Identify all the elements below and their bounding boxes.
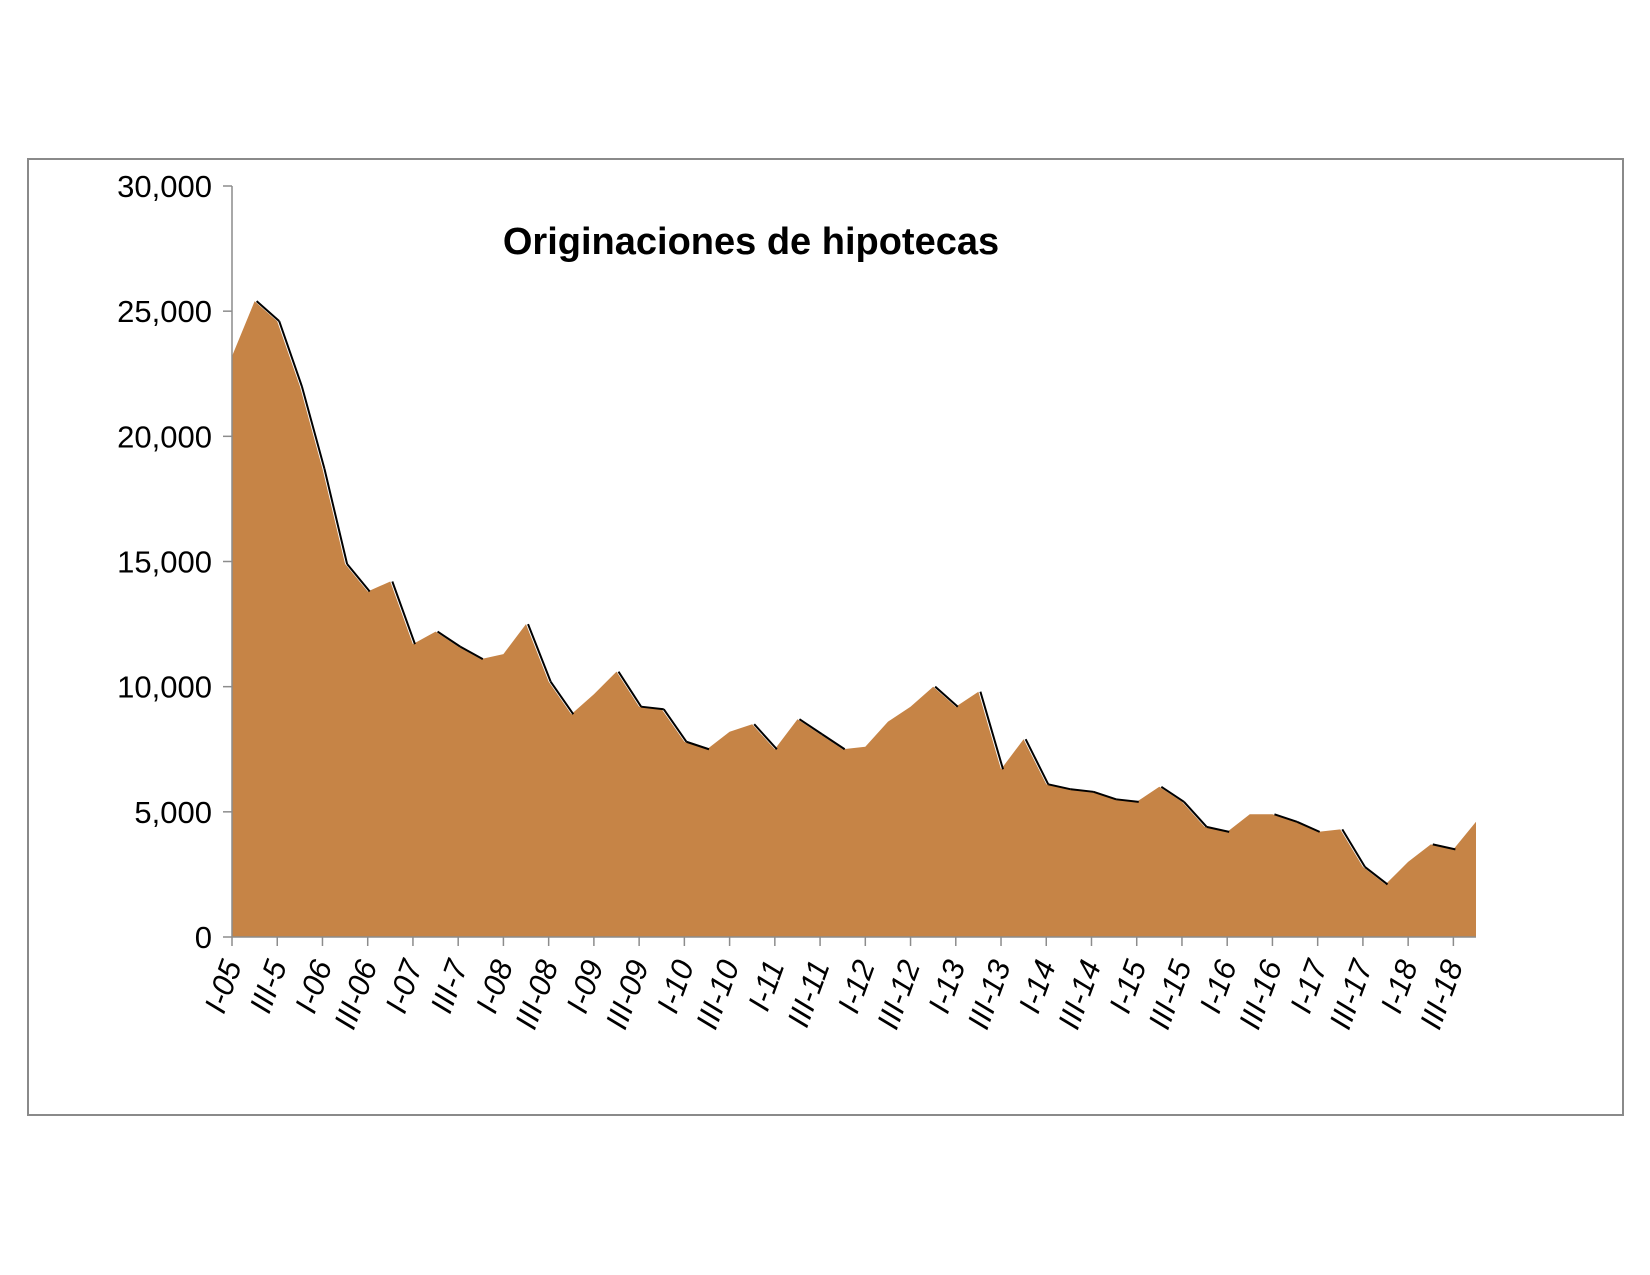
edge-segment: [753, 723, 778, 750]
edge-segment: [300, 386, 326, 470]
edge-segment: [549, 681, 575, 715]
edge-segment: [278, 320, 303, 387]
edge-segment: [1024, 738, 1050, 785]
edge-segment: [798, 718, 823, 736]
edge-segment: [1070, 788, 1094, 793]
edge-segment: [1341, 828, 1366, 868]
y-tick-label: 20,000: [117, 419, 212, 454]
y-tick-label: 30,000: [117, 169, 212, 204]
edge-segment: [255, 300, 280, 322]
area-fill: [232, 301, 1476, 937]
edge-segment: [346, 563, 371, 593]
edge-segment: [1048, 783, 1072, 791]
edge-segment: [934, 685, 959, 708]
edge-segment: [527, 623, 552, 683]
x-tick-label: III-7: [424, 954, 476, 1018]
x-tick-label: I-11: [741, 955, 791, 1015]
chart-title: Originaciones de hipotecas: [503, 221, 999, 263]
edge-segment: [1274, 813, 1298, 823]
edge-segment: [617, 671, 642, 708]
y-tick-label: 15,000: [117, 545, 212, 580]
x-axis-ticks: I-05III-5I-06III-06I-07III-7I-08III-08I-…: [197, 937, 1470, 1034]
x-tick-label: I-07: [378, 954, 430, 1018]
y-tick-label: 10,000: [117, 670, 212, 705]
edge-segment: [1160, 785, 1185, 803]
edge-segment: [1093, 790, 1117, 801]
x-tick-label: III-17: [1322, 954, 1380, 1034]
area-chart: Originaciones de hipotecas 0 5,000 10,000 1…: [117, 169, 1476, 1034]
y-axis-ticks: 0 5,000 10,000 15,000 20,000 25,000 30,000: [117, 169, 232, 955]
edge-segment: [1206, 825, 1230, 833]
edge-segment: [437, 630, 461, 648]
edge-segment: [1183, 801, 1208, 828]
y-tick-label: 0: [195, 920, 212, 955]
y-tick-label: 5,000: [134, 795, 212, 830]
edge-segment: [1115, 798, 1139, 803]
edge-segment: [459, 645, 484, 661]
edge-segment: [979, 691, 1004, 770]
y-tick-label: 25,000: [117, 294, 212, 329]
edge-segment: [1432, 843, 1456, 851]
chart-frame: Originaciones de hipotecas 0 5,000 10,000 1…: [27, 158, 1624, 1116]
edge-segment: [323, 468, 349, 565]
edge-segment: [662, 708, 688, 743]
edge-segment: [1296, 820, 1321, 833]
edge-segment: [686, 740, 710, 751]
x-tick-label: III-5: [243, 955, 294, 1018]
edge-segment: [391, 581, 416, 645]
edge-segment: [1364, 866, 1389, 886]
edge-segment: [821, 733, 846, 751]
area-edge-lines: [255, 300, 1456, 886]
edge-segment: [641, 705, 664, 711]
x-tick-label: I-05: [197, 955, 248, 1018]
